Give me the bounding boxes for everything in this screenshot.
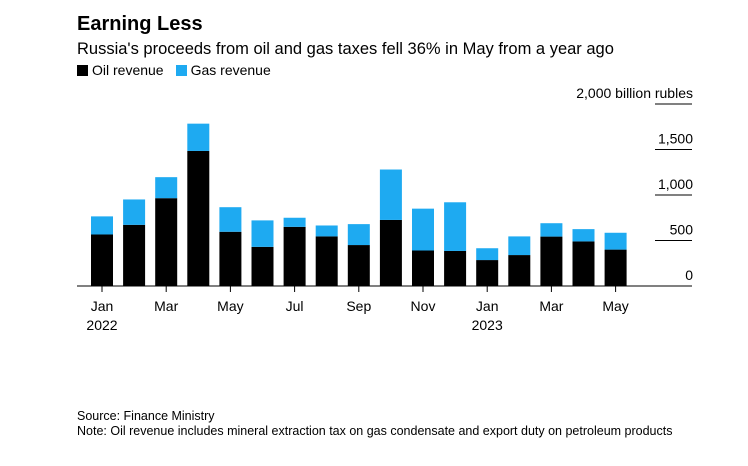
legend-swatch-gas xyxy=(175,64,187,76)
bar-gas xyxy=(251,220,274,247)
y-tick-label: 1,000 xyxy=(658,176,693,192)
bar-gas xyxy=(91,216,113,235)
bar-oil xyxy=(412,250,434,286)
chart-title: Earning Less xyxy=(77,13,203,35)
bar-gas xyxy=(444,202,467,251)
y-tick-label: 1,500 xyxy=(658,131,693,147)
bar-gas xyxy=(572,229,595,242)
bar-gas xyxy=(155,177,178,199)
bar-oil xyxy=(155,198,178,286)
bar-oil xyxy=(572,241,595,286)
bar-gas xyxy=(604,232,627,250)
footnote: Note: Oil revenue includes mineral extra… xyxy=(77,423,673,438)
legend-item-gas: Gas revenue xyxy=(175,62,271,78)
legend-label-gas: Gas revenue xyxy=(190,62,271,78)
bar-oil xyxy=(508,255,531,286)
bar-gas xyxy=(412,208,434,251)
bar-oil xyxy=(187,150,210,286)
y-tick-label: 0 xyxy=(685,267,693,283)
y-tick-label: 500 xyxy=(670,222,694,238)
x-tick-label: May xyxy=(217,298,243,314)
legend-swatch-oil xyxy=(77,64,88,76)
legend: Oil revenue Gas revenue xyxy=(77,62,283,78)
bar-oil xyxy=(476,260,499,286)
bar-gas xyxy=(508,236,531,256)
bar-oil xyxy=(604,249,627,286)
bar-gas xyxy=(347,224,370,246)
x-tick-label: Mar xyxy=(154,298,178,314)
bar-oil xyxy=(251,246,274,286)
bar-oil xyxy=(540,236,563,286)
x-tick-label: Jan xyxy=(91,298,114,314)
x-tick-label: Nov xyxy=(411,298,436,314)
x-tick-label: Sep xyxy=(346,298,371,314)
footer: Source: Finance Ministry Note: Oil reven… xyxy=(77,409,697,438)
x-tick-label: May xyxy=(602,298,628,314)
bar-gas xyxy=(187,123,210,151)
x-tick-label: Jan xyxy=(476,298,499,314)
y-tick-label: 2,000 billion rubles xyxy=(576,85,693,101)
bar-oil xyxy=(91,234,113,286)
x-tick-label: Jul xyxy=(286,298,304,314)
bar-oil xyxy=(219,231,242,286)
bar-gas xyxy=(219,207,242,232)
bar-oil xyxy=(283,226,306,286)
x-tick-year: 2022 xyxy=(86,317,117,333)
bar-gas xyxy=(476,248,499,261)
bar-oil xyxy=(315,236,338,286)
bar-oil xyxy=(444,250,467,286)
x-tick-year: 2023 xyxy=(472,317,503,333)
bar-gas xyxy=(283,217,306,227)
bar-oil xyxy=(123,224,146,286)
bar-oil xyxy=(347,245,370,286)
chart-subtitle: Russia's proceeds from oil and gas taxes… xyxy=(77,40,614,58)
bar-gas xyxy=(379,169,402,220)
legend-item-oil: Oil revenue xyxy=(77,62,164,78)
bar-gas xyxy=(123,199,146,225)
bar-gas xyxy=(540,223,563,237)
bar-gas xyxy=(315,225,338,237)
source-note: Source: Finance Ministry xyxy=(77,409,215,423)
bar-oil xyxy=(379,219,402,286)
legend-label-oil: Oil revenue xyxy=(92,62,164,78)
x-tick-label: Mar xyxy=(539,298,563,314)
